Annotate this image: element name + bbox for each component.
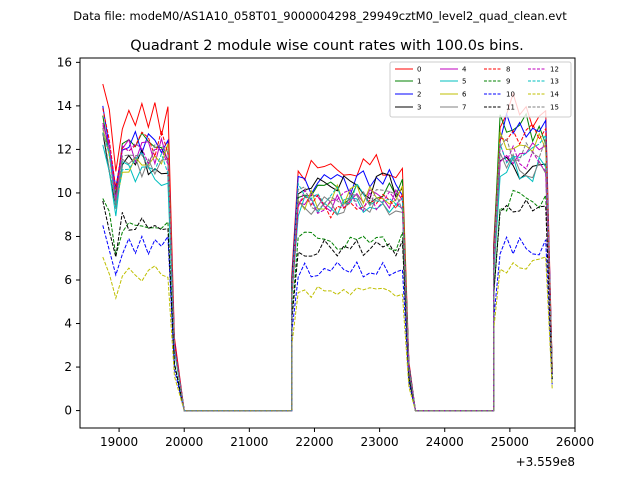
y-tick-label: 12	[57, 142, 72, 156]
y-tick-label: 10	[57, 186, 72, 200]
legend-label-4: 4	[462, 66, 467, 74]
x-tick-label: 25000	[491, 435, 529, 449]
x-offset-label: +3.559e8	[516, 455, 575, 469]
legend-label-1: 1	[417, 78, 421, 86]
y-tick-label: 0	[64, 404, 72, 418]
legend-label-12: 12	[550, 66, 559, 74]
x-tick-label: 19000	[100, 435, 138, 449]
legend-label-9: 9	[506, 78, 510, 86]
y-tick-label: 6	[64, 273, 72, 287]
y-tick-label: 4	[64, 317, 72, 331]
y-tick-label: 8	[64, 229, 72, 243]
legend-label-14: 14	[550, 91, 559, 99]
series-line-12	[102, 125, 553, 412]
legend-label-11: 11	[506, 104, 515, 112]
series-line-15	[102, 127, 553, 412]
legend-label-2: 2	[417, 91, 421, 99]
axes-layer: 19000 20000 21000 22000 23000 24000 25000 26000…	[57, 55, 594, 449]
legend-label-6: 6	[462, 91, 467, 99]
legend-label-15: 15	[550, 104, 559, 112]
series-line-11	[102, 198, 553, 412]
series-line-5	[102, 144, 553, 412]
series-line-13	[102, 132, 553, 412]
y-tick-label: 2	[64, 360, 72, 374]
series-line-7	[102, 134, 553, 412]
legend-frame	[389, 61, 572, 118]
x-tick-label: 23000	[361, 435, 399, 449]
plot-frame	[79, 57, 576, 429]
series-line-14	[102, 256, 553, 412]
series-layer	[102, 83, 553, 412]
x-tick-label: 21000	[230, 435, 268, 449]
y-tick-label: 16	[57, 55, 72, 69]
series-line-2	[102, 105, 553, 412]
x-tick-label: 22000	[295, 435, 333, 449]
legend-label-10: 10	[506, 91, 515, 99]
legend-label-5: 5	[462, 78, 466, 86]
x-tick-label: 24000	[426, 435, 464, 449]
series-line-10	[102, 225, 553, 412]
y-tick-label: 14	[57, 99, 72, 113]
series-line-8	[102, 108, 553, 412]
legend-label-3: 3	[417, 104, 421, 112]
series-line-3	[102, 132, 553, 412]
series-line-0	[102, 83, 553, 412]
chart-suptitle: Data file: modeM0/AS1A10_058T01_90000042…	[73, 9, 567, 23]
legend-label-7: 7	[462, 104, 466, 112]
chart-title: Quadrant 2 module wise count rates with …	[130, 38, 524, 54]
legend-label-13: 13	[550, 78, 559, 86]
legend-label-8: 8	[506, 66, 510, 74]
legend-label-0: 0	[417, 66, 421, 74]
x-tick-label: 20000	[165, 435, 203, 449]
x-tick-label: 26000	[556, 435, 594, 449]
